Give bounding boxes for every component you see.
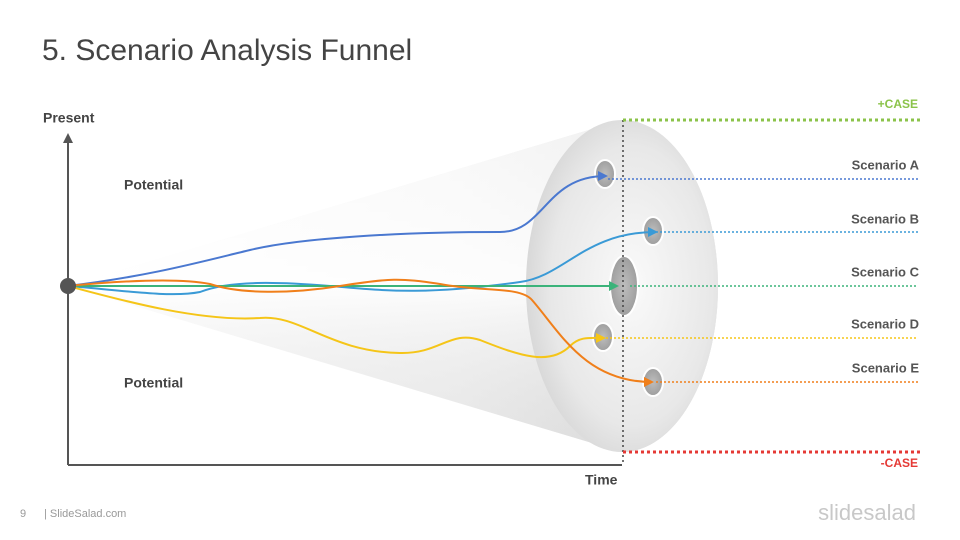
page-number: 9 [20, 508, 26, 520]
y-axis-label: Present [43, 110, 95, 126]
region-label: Potential [124, 375, 183, 391]
positive-case-label: +CASE [878, 97, 918, 111]
region-label: Potential [124, 177, 183, 193]
brand: slidesalad [818, 500, 916, 525]
origin [60, 278, 76, 294]
hole [594, 159, 616, 189]
scenario-curve [67, 285, 606, 359]
negative-case-label: -CASE [881, 456, 918, 470]
hole [642, 216, 664, 246]
scenario-curve [67, 171, 608, 287]
scenario-label: Scenario C [851, 264, 920, 279]
scenario-label: Scenario B [851, 211, 919, 226]
footer-source: | SlideSalad.com [44, 508, 126, 520]
scenario-label: Scenario D [851, 316, 919, 331]
scenario-label: Scenario A [852, 157, 920, 172]
scenario-label: Scenario E [852, 360, 920, 375]
scenario-curve [67, 278, 654, 387]
y-arrow [63, 133, 73, 143]
x-axis-label: Time [585, 472, 618, 488]
axes [67, 140, 622, 466]
slide-title: 5. Scenario Analysis Funnel [42, 34, 412, 67]
